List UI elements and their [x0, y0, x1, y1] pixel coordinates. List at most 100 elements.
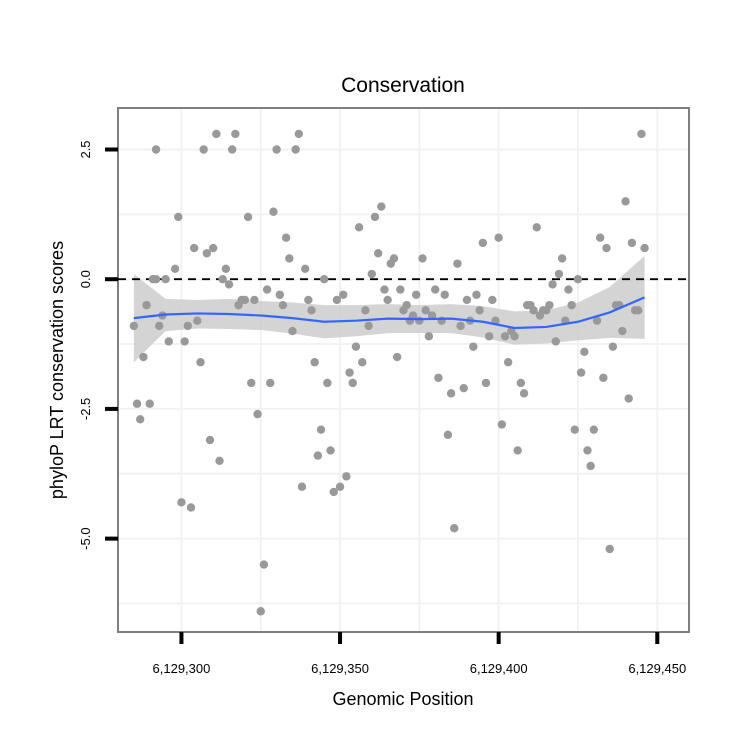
data-point — [275, 290, 284, 299]
data-point — [592, 316, 602, 325]
data-point — [478, 238, 488, 248]
data-point — [494, 233, 503, 242]
data-point — [389, 254, 399, 263]
y-tick-label: 2.5 — [78, 140, 93, 158]
smooth-line-layer — [133, 296, 646, 330]
data-point — [519, 389, 529, 398]
data-point — [513, 446, 522, 455]
data-point — [218, 275, 227, 284]
data-point — [440, 290, 449, 299]
data-point — [380, 285, 389, 294]
data-point — [383, 295, 392, 305]
data-point — [370, 212, 380, 222]
data-point — [421, 306, 430, 315]
data-point — [545, 300, 554, 310]
data-point — [589, 425, 599, 434]
data-point — [215, 456, 224, 465]
data-point — [377, 202, 386, 211]
data-point — [503, 358, 513, 367]
data-point — [323, 378, 332, 388]
data-point — [418, 254, 427, 263]
data-point — [434, 373, 443, 382]
data-point — [453, 259, 462, 268]
data-point — [396, 285, 405, 294]
data-point — [411, 290, 421, 299]
data-point — [484, 332, 494, 341]
grid-lines — [119, 109, 688, 631]
data-point — [294, 129, 304, 139]
data-point — [174, 212, 183, 222]
x-tick-label: 6,129,400 — [470, 661, 528, 676]
data-point — [481, 378, 491, 388]
y-tick-label: 0.0 — [78, 270, 93, 288]
data-point — [567, 300, 576, 310]
data-point — [392, 352, 402, 362]
data-point — [637, 129, 646, 139]
data-point — [307, 306, 316, 315]
data-point — [621, 197, 630, 206]
data-point — [529, 306, 538, 315]
data-point — [576, 368, 586, 377]
data-point — [155, 321, 164, 331]
data-point — [427, 311, 437, 320]
data-point — [551, 337, 560, 346]
data-point — [205, 435, 215, 445]
data-point — [212, 129, 221, 139]
data-point — [329, 487, 338, 497]
data-point — [342, 472, 351, 481]
data-point — [364, 321, 373, 331]
data-point — [285, 254, 294, 263]
data-point — [177, 498, 186, 507]
data-point — [193, 316, 202, 325]
data-point — [272, 145, 281, 154]
data-point — [297, 482, 307, 491]
x-tick-label: 6,129,350 — [311, 661, 369, 676]
data-point — [316, 425, 326, 434]
data-point — [183, 321, 192, 331]
data-point — [132, 399, 142, 408]
data-point — [358, 358, 367, 367]
data-point — [618, 326, 627, 336]
data-point — [472, 290, 481, 299]
data-point — [142, 300, 151, 310]
data-point — [240, 295, 250, 305]
data-point — [151, 145, 161, 154]
data-point — [497, 420, 507, 429]
y-tick-label: -2.5 — [78, 398, 93, 420]
data-point — [500, 332, 510, 341]
data-point — [624, 394, 633, 403]
data-point — [595, 233, 605, 242]
x-tick-label: 6,129,300 — [153, 661, 211, 676]
data-point — [326, 446, 335, 455]
data-point — [570, 425, 579, 434]
data-point — [291, 145, 300, 154]
data-point — [136, 415, 145, 424]
data-point — [253, 409, 262, 419]
data-point — [288, 326, 297, 336]
data-point — [510, 332, 519, 341]
data-point — [367, 269, 376, 279]
data-point — [278, 300, 288, 310]
data-point — [196, 358, 205, 367]
data-point — [151, 275, 161, 284]
data-point — [354, 223, 364, 232]
y-tick-label: -5.0 — [78, 527, 93, 549]
data-point — [224, 280, 234, 289]
data-point — [351, 342, 361, 351]
data-point — [199, 145, 208, 154]
data-point — [469, 342, 478, 351]
data-point — [281, 233, 291, 242]
data-point — [548, 280, 557, 289]
data-point — [256, 607, 265, 616]
data-point — [310, 358, 319, 367]
data-point — [243, 212, 253, 222]
data-point — [266, 378, 275, 388]
data-point — [247, 378, 256, 388]
data-point — [208, 243, 218, 253]
data-point — [456, 321, 465, 331]
data-point — [339, 290, 348, 299]
data-point — [189, 243, 199, 253]
data-point — [580, 347, 589, 357]
data-point — [557, 254, 567, 263]
